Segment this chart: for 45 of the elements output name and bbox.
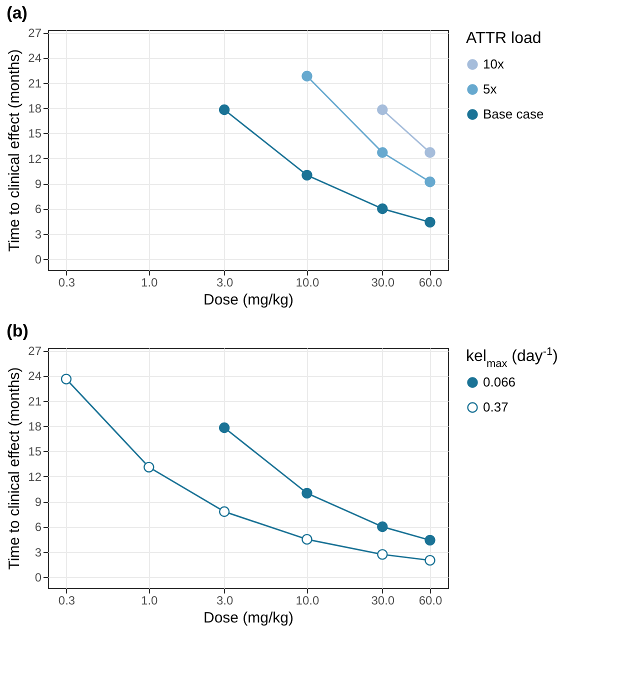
legend-label: 5x	[483, 82, 498, 96]
x-tick-label: 0.3	[58, 276, 76, 290]
x-tick-label: 1.0	[141, 594, 158, 608]
y-tick-label: 27	[28, 344, 42, 358]
y-tick-label: 15	[28, 126, 42, 141]
x-tick-label: 60.0	[418, 594, 442, 608]
x-tick-label: 1.0	[141, 276, 158, 290]
legend-title: ATTR load	[466, 30, 542, 47]
y-tick-label: 12	[28, 152, 42, 166]
y-tick-label: 9	[34, 495, 42, 510]
y-tick-label: 0	[34, 252, 42, 267]
chart-title: (a)	[6, 4, 28, 23]
legend-label: Base case	[483, 106, 544, 122]
y-axis-title: Time to clinical effect (months)	[6, 49, 24, 252]
y-tick-label: 3	[34, 227, 42, 242]
y-tick-label: 9	[34, 177, 42, 192]
y-tick-label: 12	[28, 470, 42, 484]
x-tick-label: 10.0	[296, 276, 320, 290]
x-tick-label: 0.3	[58, 594, 76, 608]
y-tick-label: 27	[28, 26, 42, 40]
y-tick-label: 6	[34, 202, 42, 216]
x-tick-label: 30.0	[371, 276, 395, 290]
chart-title: (b)	[6, 322, 28, 341]
y-tick-label: 6	[34, 520, 42, 534]
y-tick-label: 3	[34, 545, 42, 560]
x-tick-label: 60.0	[418, 276, 442, 290]
x-axis-title: Dose (mg/kg)	[203, 610, 294, 626]
x-tick-label: 3.0	[216, 594, 234, 608]
legend-label: 0.066	[483, 374, 516, 390]
legend-title: kel$_{max}$ (day$^{-1}$)	[466, 346, 558, 370]
y-tick-label: 18	[28, 102, 42, 116]
legend-label: 0.37	[483, 400, 508, 414]
x-tick-label: 10.0	[296, 594, 320, 608]
y-tick-label: 24	[28, 369, 42, 384]
y-tick-label: 18	[28, 420, 42, 434]
y-tick-label: 0	[34, 570, 42, 585]
x-tick-label: 3.0	[216, 276, 234, 290]
y-tick-label: 15	[28, 444, 42, 459]
x-axis-title: Dose (mg/kg)	[203, 292, 294, 308]
y-axis-title: Time to clinical effect (months)	[6, 367, 24, 570]
y-tick-label: 21	[28, 76, 42, 90]
x-tick-label: 30.0	[371, 594, 395, 608]
y-tick-label: 24	[28, 51, 42, 66]
legend-label: 10x	[483, 56, 504, 72]
y-tick-label: 21	[28, 394, 42, 408]
